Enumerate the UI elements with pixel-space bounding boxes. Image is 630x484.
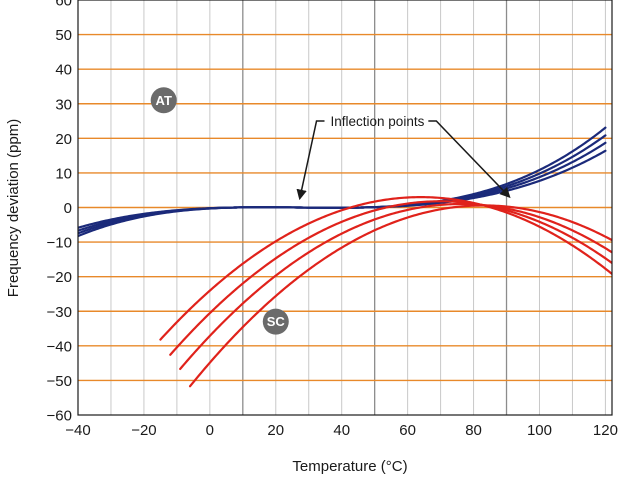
at-badge [150, 87, 177, 114]
at-badge-label: AT [156, 93, 172, 108]
y-tick-label: 30 [55, 96, 72, 113]
x-tick-label: 40 [333, 422, 350, 439]
y-tick-label: 50 [55, 27, 72, 44]
y-tick-label: −10 [47, 235, 72, 252]
series-line-sc-2 [169, 200, 612, 356]
x-tick-label: 0 [206, 422, 214, 439]
y-tick-label: −60 [47, 408, 72, 425]
y-tick-label: −20 [47, 269, 72, 286]
inflection-arrow-right [428, 120, 511, 199]
x-tick-label: 100 [527, 422, 552, 439]
y-tick-label: 40 [55, 62, 72, 79]
y-tick-label: −40 [47, 338, 72, 355]
x-axis-title: Temperature (°C) [292, 458, 407, 475]
y-tick-label: −50 [47, 373, 72, 390]
sc-badge-label: SC [267, 314, 286, 329]
inflection-points-label: Inflection points [331, 114, 425, 129]
series-layer [78, 126, 612, 388]
x-tick-label: 60 [399, 422, 416, 439]
x-tick-label: −40 [65, 422, 90, 439]
sc-badge [262, 308, 289, 335]
y-tick-label: 20 [55, 131, 72, 148]
series-line-sc-4 [188, 204, 612, 388]
series-line-at-4 [78, 149, 607, 229]
y-axis-title: Frequency deviation (ppm) [5, 119, 22, 297]
inflection-arrow-left [296, 120, 325, 201]
x-tick-labels: −40 −20 0 20 40 60 80 100 120 [65, 422, 618, 439]
y-tick-labels: 60 50 40 30 20 10 0 −10 −20 −30 −40 −50 −60 [47, 0, 72, 425]
y-tick-label: −30 [47, 304, 72, 321]
x-tick-label: 20 [267, 422, 284, 439]
x-tick-label: 80 [465, 422, 482, 439]
y-tick-label: 60 [55, 0, 72, 10]
plot-frame [77, 0, 613, 416]
y-tick-label: 10 [55, 165, 72, 182]
x-tick-label: 120 [593, 422, 618, 439]
annotations: AT SC Inflection points [150, 87, 511, 335]
series-line-sc-3 [179, 202, 612, 371]
series-line-sc-1 [159, 196, 612, 341]
y-tick-label: 0 [64, 200, 72, 217]
x-tick-label: −20 [131, 422, 156, 439]
